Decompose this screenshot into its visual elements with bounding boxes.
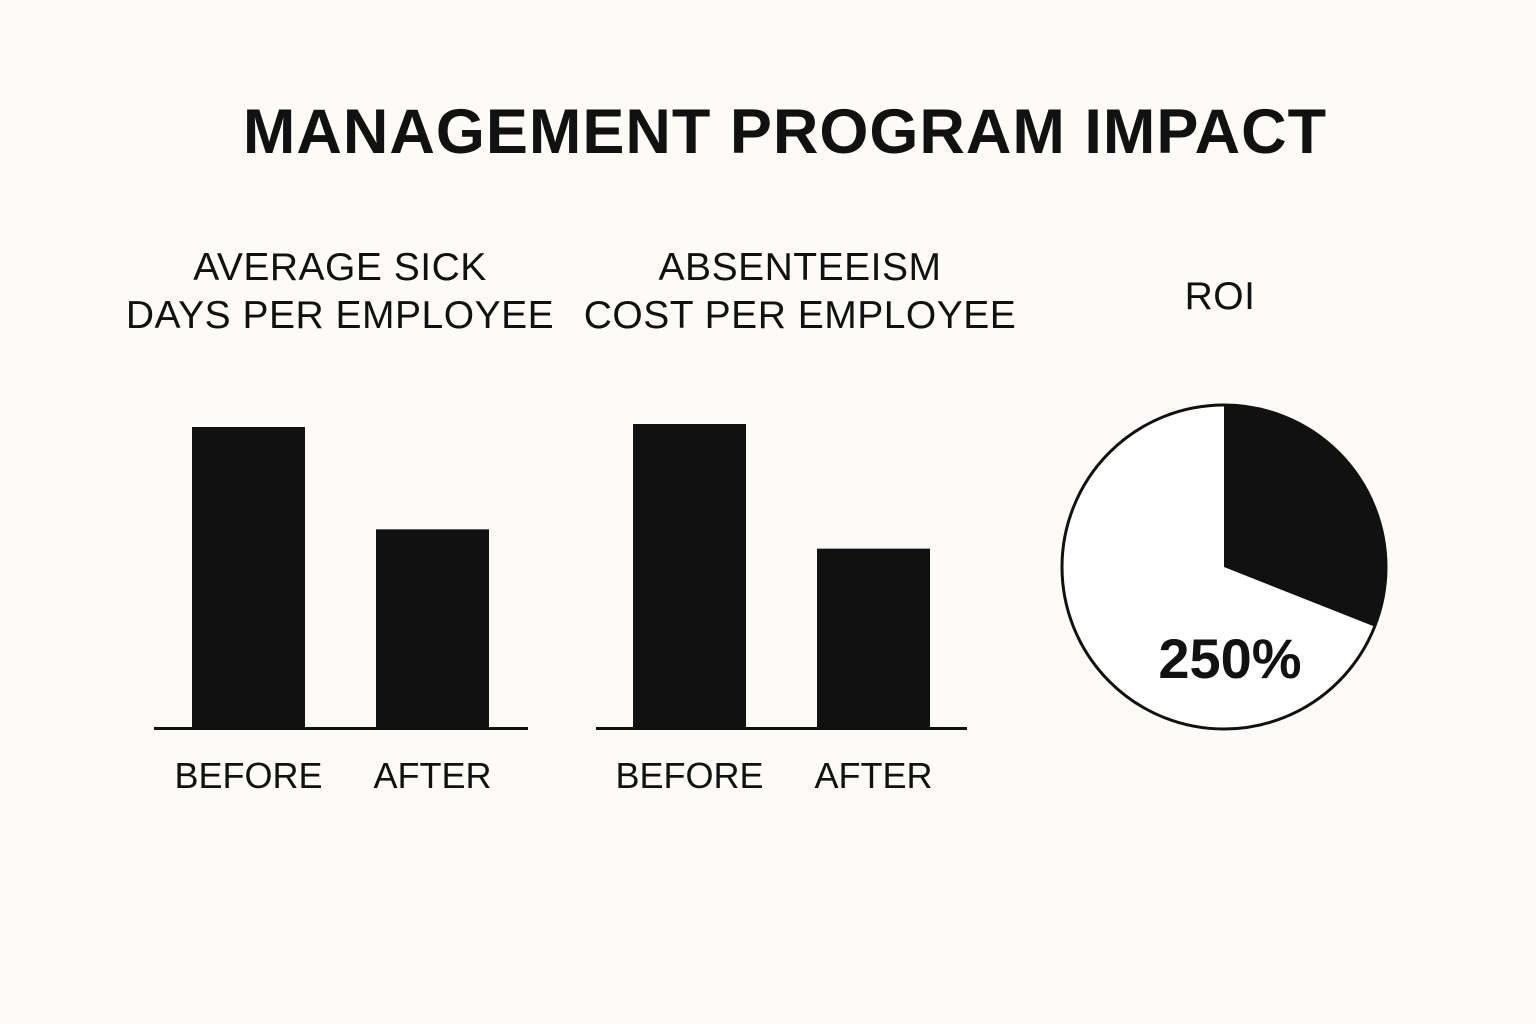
sick-days-title-line-2: DAYS PER EMPLOYEE	[125, 294, 555, 337]
absenteeism-bar-after	[817, 548, 930, 728]
absenteeism-title-line-2: COST PER EMPLOYEE	[583, 294, 1017, 337]
roi-title-line: ROI	[1184, 275, 1256, 318]
sick-days-tick-label-before: BEFORE	[174, 755, 322, 796]
absenteeism-bar-before	[633, 424, 746, 728]
main-title: MANAGEMENT PROGRAM IMPACT	[242, 97, 1328, 167]
sick-days-bar-before	[192, 427, 305, 728]
roi-pie-slice-filled	[1224, 405, 1386, 627]
absenteeism-title-line-1: ABSENTEEISM	[658, 246, 942, 289]
absenteeism-tick-label-after: AFTER	[814, 755, 932, 796]
absenteeism-cost-chart-title: ABSENTEEISM COST PER EMPLOYEE	[575, 244, 1025, 340]
sick-days-tick-label-after: AFTER	[373, 755, 491, 796]
roi-chart-title: ROI	[1120, 273, 1320, 321]
sick-days-chart-title: AVERAGE SICK DAYS PER EMPLOYEE	[120, 244, 560, 340]
roi-value-label: 250%	[1158, 627, 1301, 690]
absenteeism-tick-label-before: BEFORE	[615, 755, 763, 796]
sick-days-title-line-1: AVERAGE SICK	[193, 246, 487, 289]
sick-days-bar-after	[376, 529, 489, 728]
